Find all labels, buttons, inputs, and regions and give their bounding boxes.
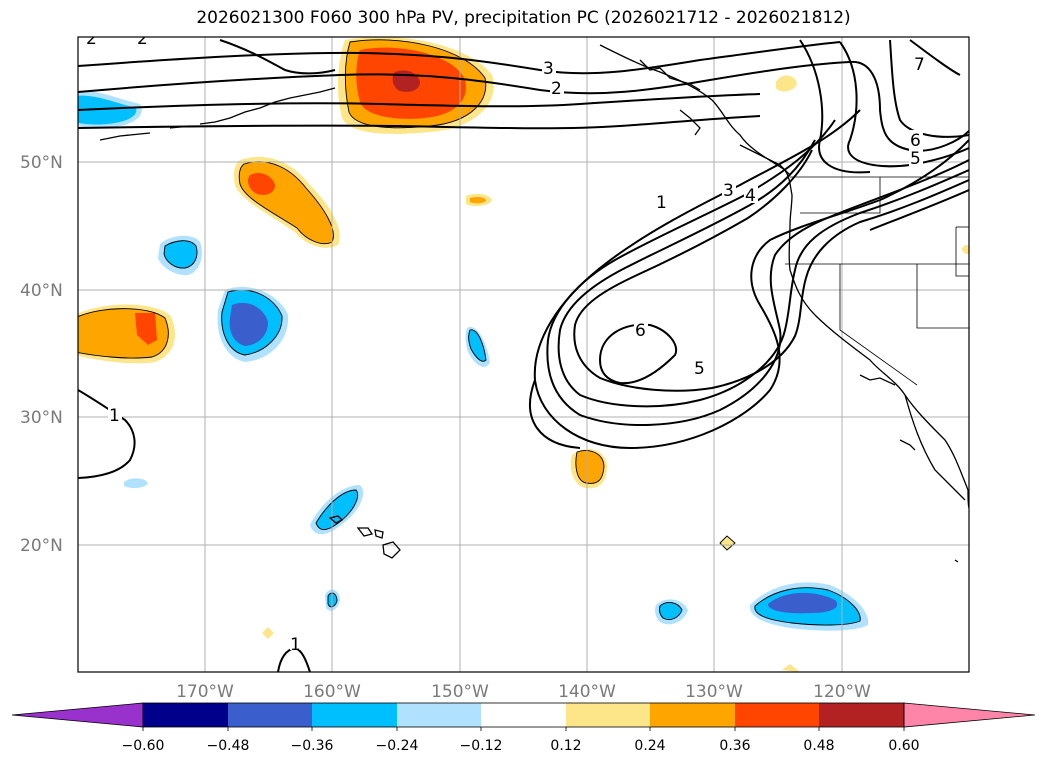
pv-label: 1 xyxy=(109,406,120,426)
colorbar-segment xyxy=(228,703,312,727)
colorbar: −0.60 −0.48 −0.36 −0.24 −0.12 0.12 0.24 … xyxy=(11,702,1036,754)
colorbar-tick: 0.48 xyxy=(803,738,834,754)
colorbar-tick: 0.12 xyxy=(550,738,581,754)
lat-label-40n: 40°N xyxy=(20,281,63,301)
colorbar-segment xyxy=(397,703,481,727)
pv-label: 5 xyxy=(694,359,705,379)
pv-label: 5 xyxy=(910,149,921,169)
colorbar-segment xyxy=(735,703,819,727)
page-title: 2026021300 F060 300 hPa PV, precipitatio… xyxy=(196,8,851,28)
lon-label-150w: 150°W xyxy=(431,682,489,702)
colorbar-extend-left xyxy=(11,702,144,728)
pv-label: 2 xyxy=(86,29,97,49)
pv-label: 4 xyxy=(745,186,756,206)
pv-label: 2 xyxy=(551,79,562,99)
pv-label: 1 xyxy=(290,635,301,655)
colorbar-segment xyxy=(819,703,904,727)
colorbar-tick: 0.36 xyxy=(719,738,750,754)
colorbar-segment xyxy=(481,703,566,727)
lon-label-140w: 140°W xyxy=(558,682,616,702)
pv-label: 2 xyxy=(137,29,148,49)
colorbar-tick: −0.24 xyxy=(376,738,419,754)
lon-label-160w: 160°W xyxy=(303,682,361,702)
pv-contours xyxy=(78,39,969,672)
colorbar-tick: −0.60 xyxy=(122,738,165,754)
lon-label-130w: 130°W xyxy=(685,682,743,702)
lat-label-50n: 50°N xyxy=(20,153,63,173)
lat-label-30n: 30°N xyxy=(20,408,63,428)
map-frame xyxy=(77,36,970,673)
colorbar-extend-right xyxy=(903,702,1036,728)
lon-labels: 170°W 160°W 150°W 140°W 130°W 120°W xyxy=(176,682,871,702)
pv-label: 1 xyxy=(656,193,667,213)
lat-label-20n: 20°N xyxy=(20,536,63,556)
precip-shading xyxy=(78,37,969,672)
colorbar-tick: 0.24 xyxy=(634,738,665,754)
colorbar-tick: −0.48 xyxy=(207,738,250,754)
colorbar-tick: 0.60 xyxy=(888,738,919,754)
pv-contour-labels: 2 2 3 2 1 3 4 6 5 6 5 7 1 1 xyxy=(85,29,927,655)
lon-label-170w: 170°W xyxy=(176,682,234,702)
colorbar-segment xyxy=(650,703,735,727)
colorbar-segment xyxy=(143,703,228,727)
colorbar-segment xyxy=(566,703,650,727)
state-boundaries xyxy=(785,176,969,386)
pv-label: 3 xyxy=(543,59,554,79)
lon-label-120w: 120°W xyxy=(813,682,871,702)
pv-label: 6 xyxy=(910,131,921,151)
map-area: 2 2 3 2 1 3 4 6 5 6 5 7 1 1 xyxy=(78,29,969,672)
graticule xyxy=(78,37,969,672)
pv-label: 7 xyxy=(914,55,925,75)
lat-labels: 50°N 40°N 30°N 20°N xyxy=(20,153,63,556)
precip-outlines xyxy=(78,39,861,626)
pv-label: 6 xyxy=(635,321,646,341)
colorbar-segment xyxy=(312,703,397,727)
colorbar-tick: −0.12 xyxy=(460,738,503,754)
colorbar-tick: −0.36 xyxy=(291,738,334,754)
pv-label: 3 xyxy=(723,181,734,201)
